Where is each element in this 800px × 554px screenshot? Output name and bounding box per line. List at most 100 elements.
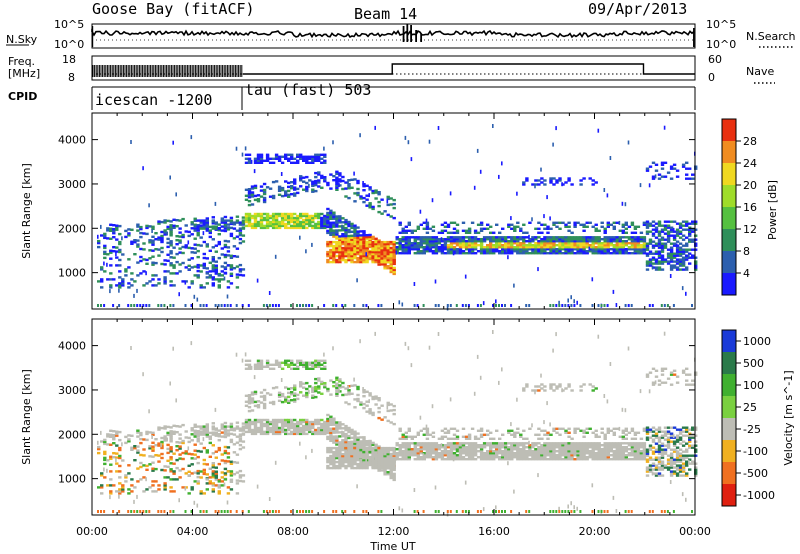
velocity-cell: [437, 452, 442, 455]
velocity-cell: [446, 431, 451, 434]
velocity-cell: [133, 459, 137, 462]
velocity-cell: [202, 472, 206, 475]
power-cell: [495, 250, 499, 253]
power-cell: [446, 246, 451, 249]
velocity-cell: [386, 462, 390, 466]
velocity-cell: [519, 454, 523, 457]
power-cell: [431, 225, 436, 228]
power-cell: [314, 226, 318, 230]
power-cell: [329, 242, 333, 246]
velocity-cell: [217, 446, 221, 450]
velocity-cell: [100, 484, 104, 487]
power-scatter-cell: [473, 185, 476, 190]
velocity-cell: [407, 429, 411, 432]
velocity-cell: [293, 400, 297, 403]
power-scatter-cell: [175, 192, 177, 197]
power-cell: [449, 248, 454, 251]
velocity-cell: [229, 428, 234, 432]
velocity-cell: [498, 437, 502, 440]
power-cell: [519, 252, 523, 255]
power-cell: [353, 232, 357, 235]
power-cell: [238, 223, 243, 226]
power-cell: [395, 246, 399, 249]
velocity-cell: [130, 478, 134, 481]
power-cell: [389, 246, 393, 250]
velocity-cell: [431, 452, 436, 455]
power-cell: [335, 176, 339, 179]
power-cell: [642, 246, 647, 249]
velocity-cell: [359, 442, 363, 445]
power-cell: [681, 248, 686, 251]
power-cell: [663, 260, 668, 263]
power-cell: [609, 240, 613, 243]
velocity-cell: [211, 452, 215, 455]
power-cell: [588, 246, 592, 249]
power-cell: [621, 225, 625, 228]
power-cell: [151, 239, 155, 242]
power-cell: [489, 252, 493, 255]
velocity-cell: [350, 462, 354, 466]
power-cell: [669, 266, 674, 269]
velocity-cell: [347, 385, 351, 388]
power-cell: [570, 244, 574, 247]
power-cell: [669, 254, 674, 257]
power-cell: [139, 235, 143, 239]
velocity-cell: [148, 463, 152, 466]
power-cell: [371, 250, 375, 254]
velocity-ground-cell: [229, 510, 232, 513]
power-cell: [262, 182, 267, 186]
power-cell: [688, 234, 692, 237]
power-cell: [660, 260, 665, 263]
power-cell: [437, 240, 442, 243]
velocity-cell: [296, 420, 300, 424]
power-cell: [473, 231, 478, 234]
power-scatter-cell: [419, 209, 422, 214]
velocity-cell: [299, 428, 303, 432]
velocity-cell: [350, 458, 354, 462]
power-scatter-cell: [338, 183, 340, 188]
velocity-cell: [211, 462, 215, 465]
velocity-cell: [287, 426, 291, 430]
power-cell: [392, 268, 396, 272]
power-cell: [341, 239, 345, 242]
velocity-cell: [112, 438, 116, 441]
velocity-cell: [259, 391, 264, 394]
power-cell: [555, 225, 559, 228]
velocity-cell: [437, 454, 442, 457]
power-cell: [211, 264, 215, 267]
power-cell: [199, 244, 203, 247]
velocity-cell: [353, 448, 357, 452]
velocity-cell: [401, 442, 405, 445]
velocity-cell: [446, 454, 451, 457]
power-cell: [100, 278, 104, 281]
power-ground-cell: [464, 304, 467, 307]
power-cell: [440, 229, 445, 232]
velocity-cell: [118, 476, 122, 479]
velocity-cell: [241, 427, 246, 430]
velocity-cell: [329, 460, 333, 464]
velocity-cell: [317, 391, 321, 394]
power-scatter-cell: [639, 183, 642, 188]
velocity-cell: [166, 431, 170, 435]
power-cell: [504, 236, 508, 239]
velocity-cell: [495, 450, 499, 453]
velocity-cell: [404, 435, 408, 438]
power-cell: [660, 246, 665, 249]
power-cell: [359, 195, 363, 198]
power-cell: [437, 242, 442, 245]
velocity-cell: [154, 454, 158, 457]
velocity-cell: [389, 472, 393, 476]
power-cell: [648, 262, 653, 265]
velocity-cell: [386, 471, 390, 474]
power-cell: [109, 237, 113, 240]
power-scatter-cell: [609, 156, 612, 160]
velocity-cell: [151, 484, 155, 487]
velocity-cell: [371, 456, 375, 460]
power-cell: [615, 238, 619, 241]
power-cell: [232, 255, 237, 258]
power-cell: [416, 238, 420, 241]
power-cell: [389, 266, 393, 270]
power-cell: [365, 204, 369, 207]
power-cell: [214, 227, 218, 230]
velocity-cell: [277, 430, 282, 434]
